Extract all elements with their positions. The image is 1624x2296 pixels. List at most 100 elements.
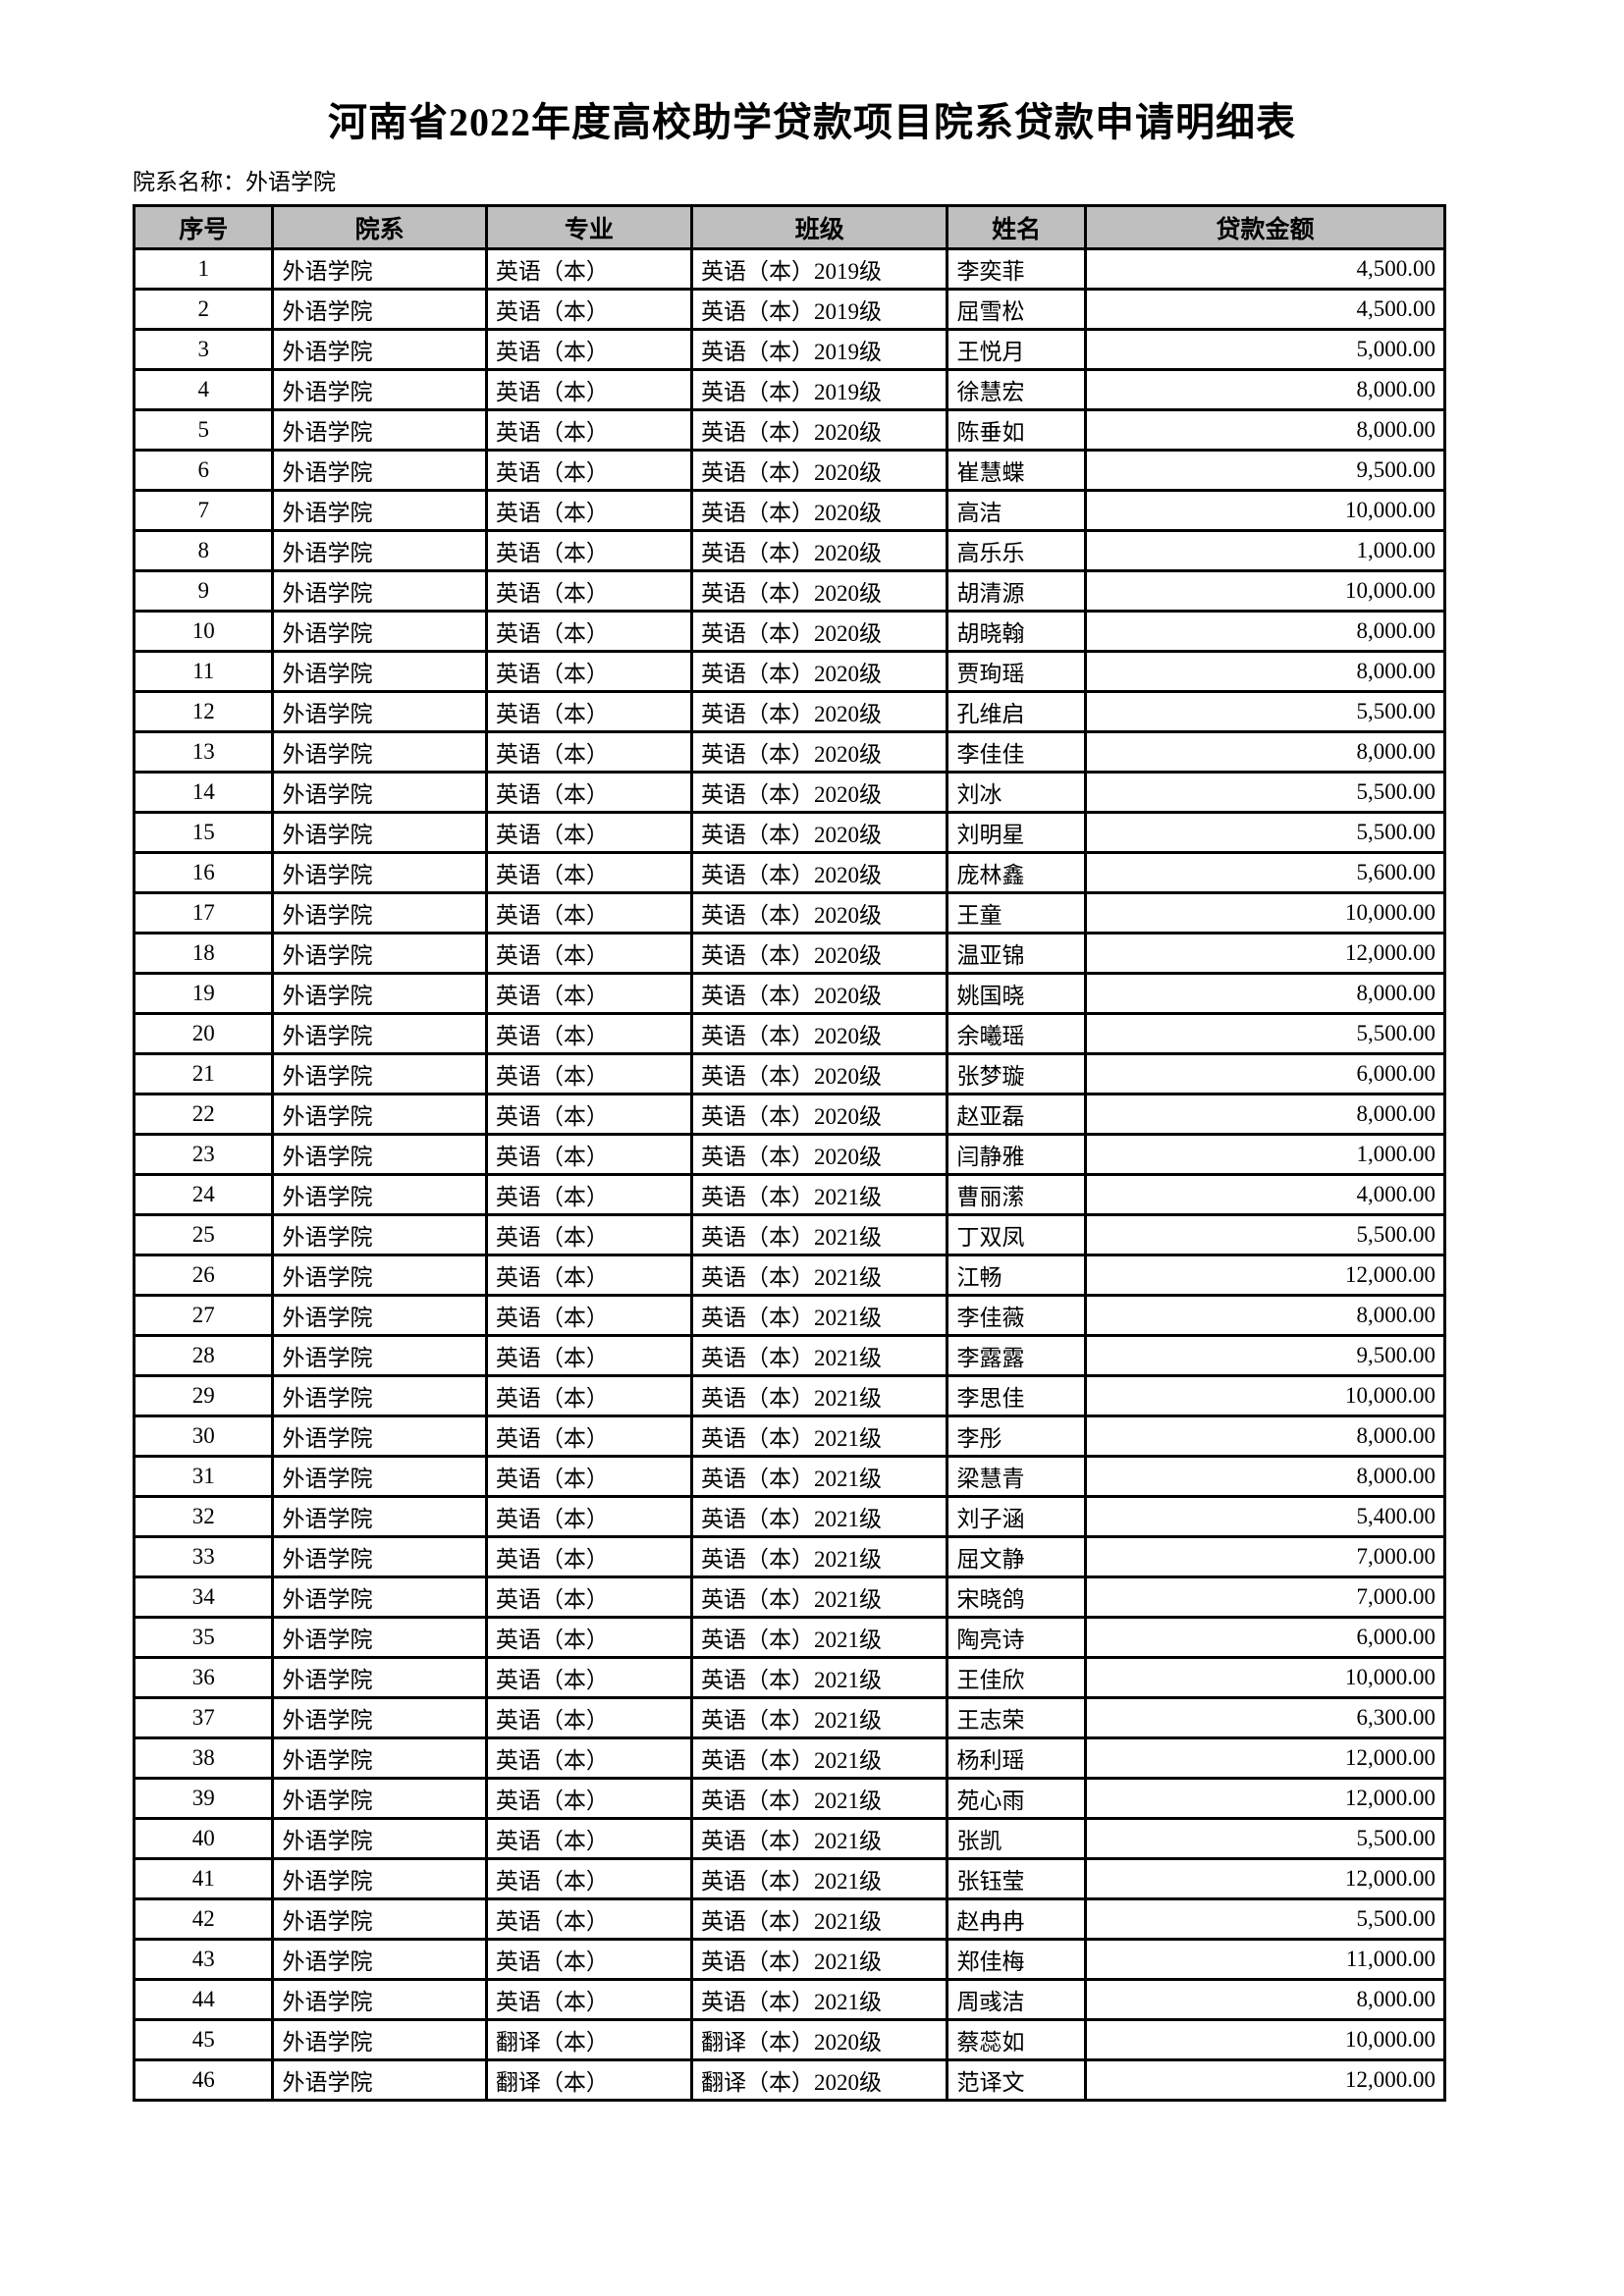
serial-number-cell: 13 [132,730,275,774]
class-cell: 英语（本）2021级 [689,1495,949,1538]
major-cell: 英语（本） [484,1254,694,1297]
serial-number-cell: 37 [132,1696,275,1739]
name-cell: 李佳佳 [946,730,1087,774]
serial-number-cell: 45 [132,2018,275,2061]
major-cell: 英语（本） [484,771,694,814]
serial-number-cell: 38 [132,1736,275,1780]
table-row: 44 外语学院 英语（本） 英语（本）2021级 周彧洁 8,000.00 [132,1978,1447,2021]
major-cell: 英语（本） [484,569,694,613]
department-name: 外语学院 [245,170,336,194]
amount-cell: 8,000.00 [1083,1093,1447,1136]
class-cell: 英语（本）2020级 [689,650,949,693]
amount-cell: 10,000.00 [1083,1656,1447,1699]
major-cell: 英语（本） [484,932,694,975]
department-cell: 外语学院 [271,891,488,934]
major-cell: 英语（本） [484,328,694,371]
amount-cell: 5,500.00 [1083,1817,1447,1860]
header-major: 专业 [484,204,694,250]
department-cell: 外语学院 [271,1535,488,1578]
table-row: 23 外语学院 英语（本） 英语（本）2020级 闫静雅 1,000.00 [132,1133,1447,1176]
serial-number-cell: 6 [132,449,275,492]
serial-number-cell: 27 [132,1294,275,1337]
name-cell: 屈雪松 [946,288,1087,331]
amount-cell: 11,000.00 [1083,1938,1447,1981]
class-cell: 英语（本）2021级 [689,1455,949,1498]
serial-number-cell: 35 [132,1616,275,1659]
header-row: 序号 院系 专业 班级 姓名 贷款金额 [132,204,1447,250]
serial-number-cell: 44 [132,1978,275,2021]
amount-cell: 12,000.00 [1083,1254,1447,1297]
major-cell: 英语（本） [484,690,694,733]
serial-number-cell: 28 [132,1334,275,1377]
serial-number-cell: 3 [132,328,275,371]
class-cell: 英语（本）2020级 [689,610,949,653]
department-cell: 外语学院 [271,1012,488,1055]
name-cell: 江畅 [946,1254,1087,1297]
name-cell: 王童 [946,891,1087,934]
serial-number-cell: 14 [132,771,275,814]
amount-cell: 12,000.00 [1083,1777,1447,1820]
class-cell: 英语（本）2020级 [689,972,949,1015]
name-cell: 屈文静 [946,1535,1087,1578]
serial-number-cell: 2 [132,288,275,331]
table-row: 4 外语学院 英语（本） 英语（本）2019级 徐慧宏 8,000.00 [132,368,1447,411]
name-cell: 刘冰 [946,771,1087,814]
table-row: 41 外语学院 英语（本） 英语（本）2021级 张钰莹 12,000.00 [132,1857,1447,1900]
amount-cell: 10,000.00 [1083,891,1447,934]
serial-number-cell: 29 [132,1374,275,1417]
table-row: 29 外语学院 英语（本） 英语（本）2021级 李思佳 10,000.00 [132,1374,1447,1417]
table-row: 35 外语学院 英语（本） 英语（本）2021级 陶亮诗 6,000.00 [132,1616,1447,1659]
amount-cell: 1,000.00 [1083,1133,1447,1176]
name-cell: 李露露 [946,1334,1087,1377]
name-cell: 姚国晓 [946,972,1087,1015]
amount-cell: 5,500.00 [1083,1213,1447,1256]
department-cell: 外语学院 [271,851,488,894]
table-row: 20 外语学院 英语（本） 英语（本）2020级 余曦瑶 5,500.00 [132,1012,1447,1055]
name-cell: 宋晓鸽 [946,1575,1087,1619]
amount-cell: 8,000.00 [1083,1455,1447,1498]
class-cell: 英语（本）2020级 [689,1093,949,1136]
department-cell: 外语学院 [271,771,488,814]
major-cell: 英语（本） [484,1656,694,1699]
class-cell: 英语（本）2021级 [689,1817,949,1860]
table-row: 27 外语学院 英语（本） 英语（本）2021级 李佳薇 8,000.00 [132,1294,1447,1337]
name-cell: 曹丽潆 [946,1173,1087,1216]
amount-cell: 8,000.00 [1083,1415,1447,1458]
header-department: 院系 [271,204,488,250]
table-row: 21 外语学院 英语（本） 英语（本）2020级 张梦璇 6,000.00 [132,1052,1447,1095]
amount-cell: 12,000.00 [1083,932,1447,975]
department-cell: 外语学院 [271,650,488,693]
serial-number-cell: 20 [132,1012,275,1055]
table-row: 24 外语学院 英语（本） 英语（本）2021级 曹丽潆 4,000.00 [132,1173,1447,1216]
name-cell: 周彧洁 [946,1978,1087,2021]
class-cell: 英语（本）2021级 [689,1616,949,1659]
department-cell: 外语学院 [271,1656,488,1699]
department-cell: 外语学院 [271,1052,488,1095]
table-row: 13 外语学院 英语（本） 英语（本）2020级 李佳佳 8,000.00 [132,730,1447,774]
table-row: 18 外语学院 英语（本） 英语（本）2020级 温亚锦 12,000.00 [132,932,1447,975]
department-cell: 外语学院 [271,610,488,653]
major-cell: 英语（本） [484,1938,694,1981]
major-cell: 英语（本） [484,1052,694,1095]
table-row: 7 外语学院 英语（本） 英语（本）2020级 高洁 10,000.00 [132,489,1447,532]
department-cell: 外语学院 [271,730,488,774]
serial-number-cell: 30 [132,1415,275,1458]
department-cell: 外语学院 [271,972,488,1015]
name-cell: 李佳薇 [946,1294,1087,1337]
name-cell: 王悦月 [946,328,1087,371]
name-cell: 郑佳梅 [946,1938,1087,1981]
class-cell: 英语（本）2019级 [689,247,949,291]
department-cell: 外语学院 [271,1817,488,1860]
table-row: 37 外语学院 英语（本） 英语（本）2021级 王志荣 6,300.00 [132,1696,1447,1739]
amount-cell: 5,500.00 [1083,771,1447,814]
page-title: 河南省2022年度高校助学贷款项目院系贷款申请明细表 [328,100,1296,144]
serial-number-cell: 46 [132,2058,275,2102]
name-cell: 庞林鑫 [946,851,1087,894]
department-cell: 外语学院 [271,2058,488,2102]
serial-number-cell: 34 [132,1575,275,1619]
amount-cell: 8,000.00 [1083,650,1447,693]
name-cell: 范译文 [946,2058,1087,2102]
name-cell: 高乐乐 [946,529,1087,572]
table-row: 19 外语学院 英语（本） 英语（本）2020级 姚国晓 8,000.00 [132,972,1447,1015]
department-cell: 外语学院 [271,368,488,411]
